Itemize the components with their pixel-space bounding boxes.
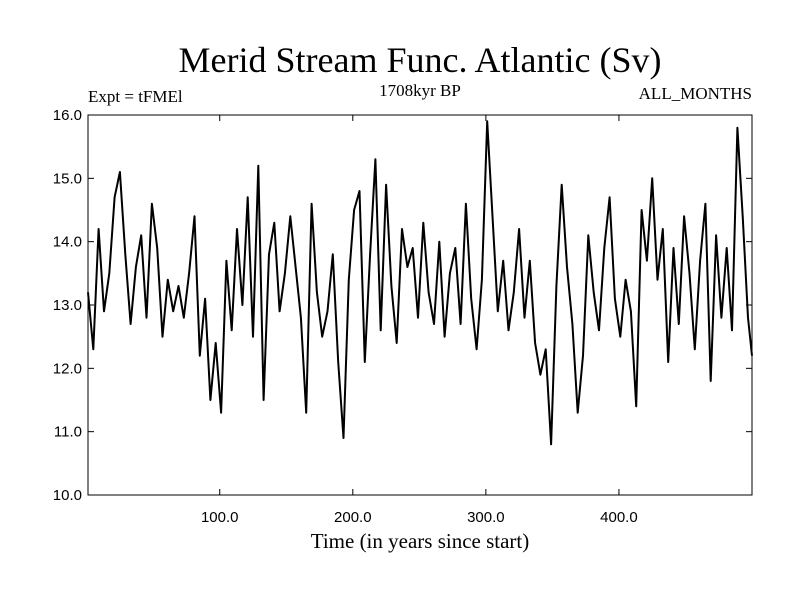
y-tick-label: 16.0: [53, 107, 82, 124]
y-tick-label: 11.0: [54, 424, 82, 441]
chart-title: Merid Stream Func. Atlantic (Sv): [179, 40, 662, 80]
y-tick-label: 12.0: [53, 360, 82, 377]
y-tick-label: 10.0: [53, 487, 82, 504]
time-period-label: 1708kyr BP: [379, 81, 461, 100]
y-tick-label: 13.0: [53, 297, 82, 314]
y-axis: 10.0 11.0 12.0 13.0 14.0 15.0 16.0: [53, 107, 752, 504]
plot-frame: [87, 114, 753, 496]
experiment-label: Expt = tFMEl: [88, 87, 183, 106]
months-label: ALL_MONTHS: [639, 84, 752, 103]
x-axis-title: Time (in years since start): [311, 529, 530, 553]
x-tick-label: 100.0: [201, 509, 239, 526]
x-tick-label: 400.0: [600, 509, 638, 526]
y-tick-label: 15.0: [53, 170, 82, 187]
y-tick-label: 14.0: [53, 234, 82, 251]
x-tick-label: 300.0: [467, 509, 505, 526]
x-axis: 100.0 200.0 300.0 400.0: [201, 115, 638, 526]
series-line: [87, 120, 753, 446]
x-tick-label: 200.0: [334, 509, 372, 526]
